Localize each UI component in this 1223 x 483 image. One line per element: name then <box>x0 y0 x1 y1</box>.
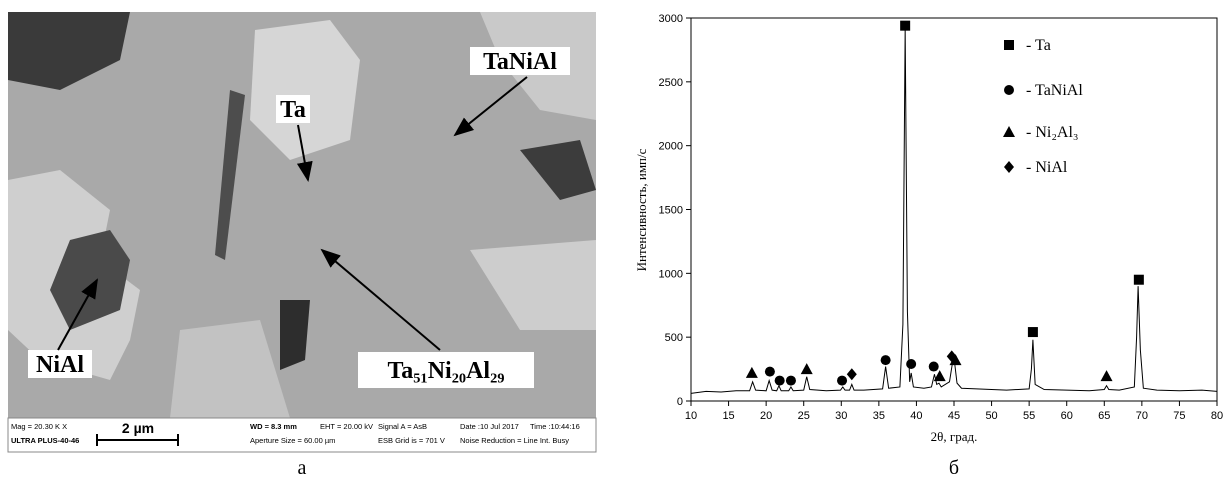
phase-marker <box>800 363 813 375</box>
y-axis-label: Интенсивность, имп/с <box>634 148 649 271</box>
phase-marker <box>933 370 946 382</box>
y-tick-label: 2000 <box>659 141 683 153</box>
sem-info: Mag = 20.30 K X ULTRA PLUS-40-46 2 µm WD… <box>11 420 580 446</box>
y-tick-label: 3000 <box>659 13 683 25</box>
info: Mag = 20.30 K X <box>11 422 67 431</box>
scale-label: 2 µm <box>122 420 154 436</box>
x-tick-label: 25 <box>798 410 810 422</box>
label: Ta₅₁Ni₂₀Al₂₉ <box>388 358 505 384</box>
caption: а <box>298 457 307 479</box>
y-tick-label: 2500 <box>659 77 683 89</box>
legend-label: - Ta <box>1026 37 1051 54</box>
x-tick-label: 50 <box>985 410 997 422</box>
x-tick-label: 45 <box>948 410 960 422</box>
legend-label: - NiAl <box>1026 159 1068 176</box>
legend-label: - Ni₂Al₃ <box>1026 124 1078 141</box>
info: Time :10:44:16 <box>530 422 580 431</box>
y-tick-label: 500 <box>665 332 683 344</box>
x-tick-label: 40 <box>910 410 922 422</box>
plot-frame <box>690 17 1218 402</box>
x-tick-label: 60 <box>1061 410 1073 422</box>
phase-marker <box>949 354 962 366</box>
x-tick-label: 55 <box>1023 410 1035 422</box>
x-tick-label: 80 <box>1211 410 1223 422</box>
info: ESB Grid is = 701 V <box>378 436 445 445</box>
sem-labels: Ta TaNiAl NiAl Ta₅₁Ni₂₀Al₂₉ <box>28 47 570 388</box>
x-tick-label: 20 <box>760 410 772 422</box>
x-tick-label: 10 <box>685 410 697 422</box>
x-tick-label: 15 <box>722 410 734 422</box>
phase-marker <box>764 366 775 377</box>
x-tick-label: 30 <box>835 410 847 422</box>
spectrum-line <box>690 28 1218 394</box>
caption: б <box>949 457 959 479</box>
phase-marker <box>928 361 939 372</box>
info: ULTRA PLUS-40-46 <box>11 436 79 445</box>
x-tick-label: 75 <box>1173 410 1185 422</box>
x-tick-label: 35 <box>873 410 885 422</box>
y-tick-label: 1000 <box>659 268 683 280</box>
legend-symbol <box>1003 126 1015 137</box>
y-tick-label: 0 <box>677 396 683 408</box>
phase-marker <box>1027 327 1038 338</box>
info: Signal A = AsB <box>378 422 427 431</box>
info: WD = 8.3 mm <box>250 422 297 431</box>
legend-symbol <box>1004 85 1014 95</box>
info: Aperture Size = 60.00 µm <box>250 436 335 445</box>
phase-marker <box>906 358 917 369</box>
info: Noise Reduction = Line Int. Busy <box>460 436 569 445</box>
phase-marker <box>774 375 785 386</box>
x-tick-label: 70 <box>1136 410 1148 422</box>
x-tick-label: 65 <box>1098 410 1110 422</box>
phase-marker <box>1133 274 1144 285</box>
legend-label: - TaNiAl <box>1026 82 1083 99</box>
legend-symbol <box>1004 161 1014 173</box>
phase-marker <box>1100 370 1113 382</box>
phase-marker <box>837 375 848 386</box>
x-axis-label: 2θ, град. <box>931 429 978 444</box>
phase-marker <box>880 355 891 366</box>
label: NiAl <box>36 352 84 378</box>
phase-marker <box>846 368 857 381</box>
y-tick-label: 1500 <box>659 205 683 217</box>
phase-marker <box>900 20 911 31</box>
phase-marker <box>946 350 957 363</box>
phase-marker <box>785 375 796 386</box>
info: Date :10 Jul 2017 <box>460 422 519 431</box>
sem-image <box>7 12 597 453</box>
info: EHT = 20.00 kV <box>320 422 373 431</box>
phase-marker <box>745 366 758 378</box>
label: TaNiAl <box>483 49 557 75</box>
legend-symbol <box>1004 40 1014 50</box>
label: Ta <box>280 97 306 123</box>
